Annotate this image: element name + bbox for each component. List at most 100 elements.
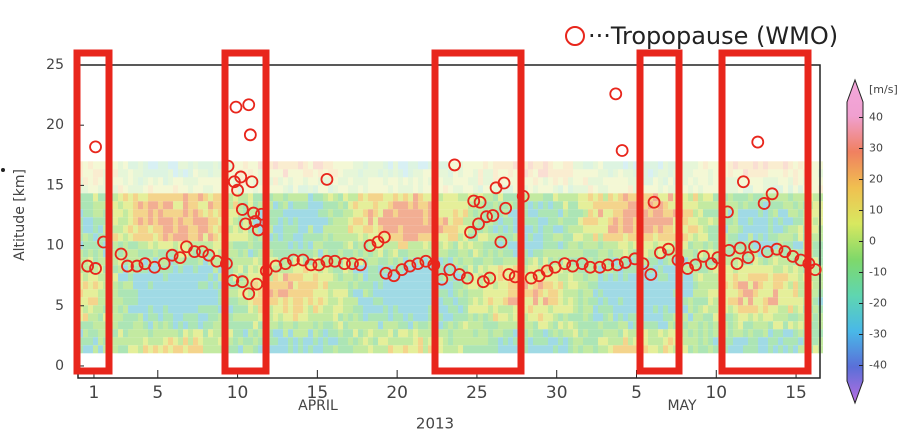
field-cell bbox=[273, 201, 278, 209]
field-cell bbox=[663, 273, 668, 281]
field-cell bbox=[783, 289, 788, 297]
field-cell bbox=[588, 209, 593, 217]
field-cell bbox=[228, 289, 233, 297]
field-cell bbox=[338, 297, 343, 305]
field-cell bbox=[553, 217, 558, 225]
field-cell bbox=[503, 249, 508, 257]
field-cell bbox=[683, 249, 688, 257]
field-cell bbox=[468, 289, 473, 297]
field-cell bbox=[548, 305, 553, 313]
field-cell bbox=[233, 257, 238, 265]
field-cell bbox=[568, 241, 573, 249]
field-cell bbox=[748, 329, 753, 337]
field-cell bbox=[128, 177, 133, 185]
field-cell bbox=[763, 329, 768, 337]
field-cell bbox=[653, 297, 658, 305]
field-cell bbox=[463, 257, 468, 265]
field-cell bbox=[138, 337, 143, 345]
field-cell bbox=[438, 161, 443, 169]
field-cell bbox=[508, 257, 513, 265]
field-cell bbox=[698, 321, 703, 329]
field-cell bbox=[588, 193, 593, 201]
field-cell bbox=[333, 201, 338, 209]
field-cell bbox=[308, 305, 313, 313]
field-cell bbox=[668, 281, 673, 289]
field-cell bbox=[293, 281, 298, 289]
field-cell bbox=[743, 209, 748, 217]
field-cell bbox=[788, 225, 793, 233]
field-cell bbox=[338, 345, 343, 353]
field-cell bbox=[393, 233, 398, 241]
y-tick-label: 5 bbox=[55, 298, 64, 314]
field-cell bbox=[338, 185, 343, 193]
field-cell bbox=[748, 225, 753, 233]
field-cell bbox=[383, 337, 388, 345]
field-cell bbox=[308, 249, 313, 257]
field-cell bbox=[778, 169, 783, 177]
field-cell bbox=[113, 161, 118, 169]
field-cell bbox=[198, 321, 203, 329]
field-cell bbox=[798, 289, 803, 297]
field-cell bbox=[753, 217, 758, 225]
field-cell bbox=[538, 305, 543, 313]
field-cell bbox=[743, 337, 748, 345]
field-cell bbox=[573, 305, 578, 313]
field-cell bbox=[393, 217, 398, 225]
field-cell bbox=[138, 297, 143, 305]
field-cell bbox=[98, 297, 103, 305]
field-cell bbox=[423, 241, 428, 249]
field-cell bbox=[398, 249, 403, 257]
field-cell bbox=[593, 273, 598, 281]
field-cell bbox=[493, 249, 498, 257]
field-cell bbox=[573, 241, 578, 249]
field-cell bbox=[473, 297, 478, 305]
field-cell bbox=[323, 193, 328, 201]
field-cell bbox=[713, 193, 718, 201]
field-cell bbox=[83, 209, 88, 217]
field-cell bbox=[728, 273, 733, 281]
field-cell bbox=[343, 289, 348, 297]
field-cell bbox=[688, 169, 693, 177]
field-cell bbox=[768, 217, 773, 225]
field-cell bbox=[398, 185, 403, 193]
field-cell bbox=[213, 329, 218, 337]
field-cell bbox=[643, 177, 648, 185]
field-cell bbox=[443, 185, 448, 193]
field-cell bbox=[688, 337, 693, 345]
field-cell bbox=[563, 177, 568, 185]
field-cell bbox=[663, 313, 668, 321]
field-cell bbox=[383, 305, 388, 313]
field-cell bbox=[598, 185, 603, 193]
field-cell bbox=[388, 193, 393, 201]
field-cell bbox=[618, 209, 623, 217]
field-cell bbox=[773, 313, 778, 321]
field-cell bbox=[733, 161, 738, 169]
field-cell bbox=[598, 233, 603, 241]
field-cell bbox=[443, 161, 448, 169]
field-cell bbox=[543, 313, 548, 321]
field-cell bbox=[338, 201, 343, 209]
field-cell bbox=[273, 297, 278, 305]
field-cell bbox=[543, 201, 548, 209]
field-cell bbox=[783, 297, 788, 305]
field-cell bbox=[543, 225, 548, 233]
field-cell bbox=[193, 177, 198, 185]
field-cell bbox=[503, 257, 508, 265]
field-cell bbox=[448, 249, 453, 257]
field-cell bbox=[98, 217, 103, 225]
field-cell bbox=[208, 201, 213, 209]
field-cell bbox=[793, 201, 798, 209]
field-cell bbox=[613, 193, 618, 201]
field-cell bbox=[173, 161, 178, 169]
field-cell bbox=[623, 257, 628, 265]
field-cell bbox=[133, 241, 138, 249]
field-cell bbox=[788, 265, 793, 273]
field-cell bbox=[753, 273, 758, 281]
field-cell bbox=[298, 265, 303, 273]
field-cell bbox=[303, 321, 308, 329]
field-cell bbox=[338, 233, 343, 241]
field-cell bbox=[778, 193, 783, 201]
field-cell bbox=[758, 169, 763, 177]
field-cell bbox=[328, 313, 333, 321]
field-cell bbox=[378, 249, 383, 257]
